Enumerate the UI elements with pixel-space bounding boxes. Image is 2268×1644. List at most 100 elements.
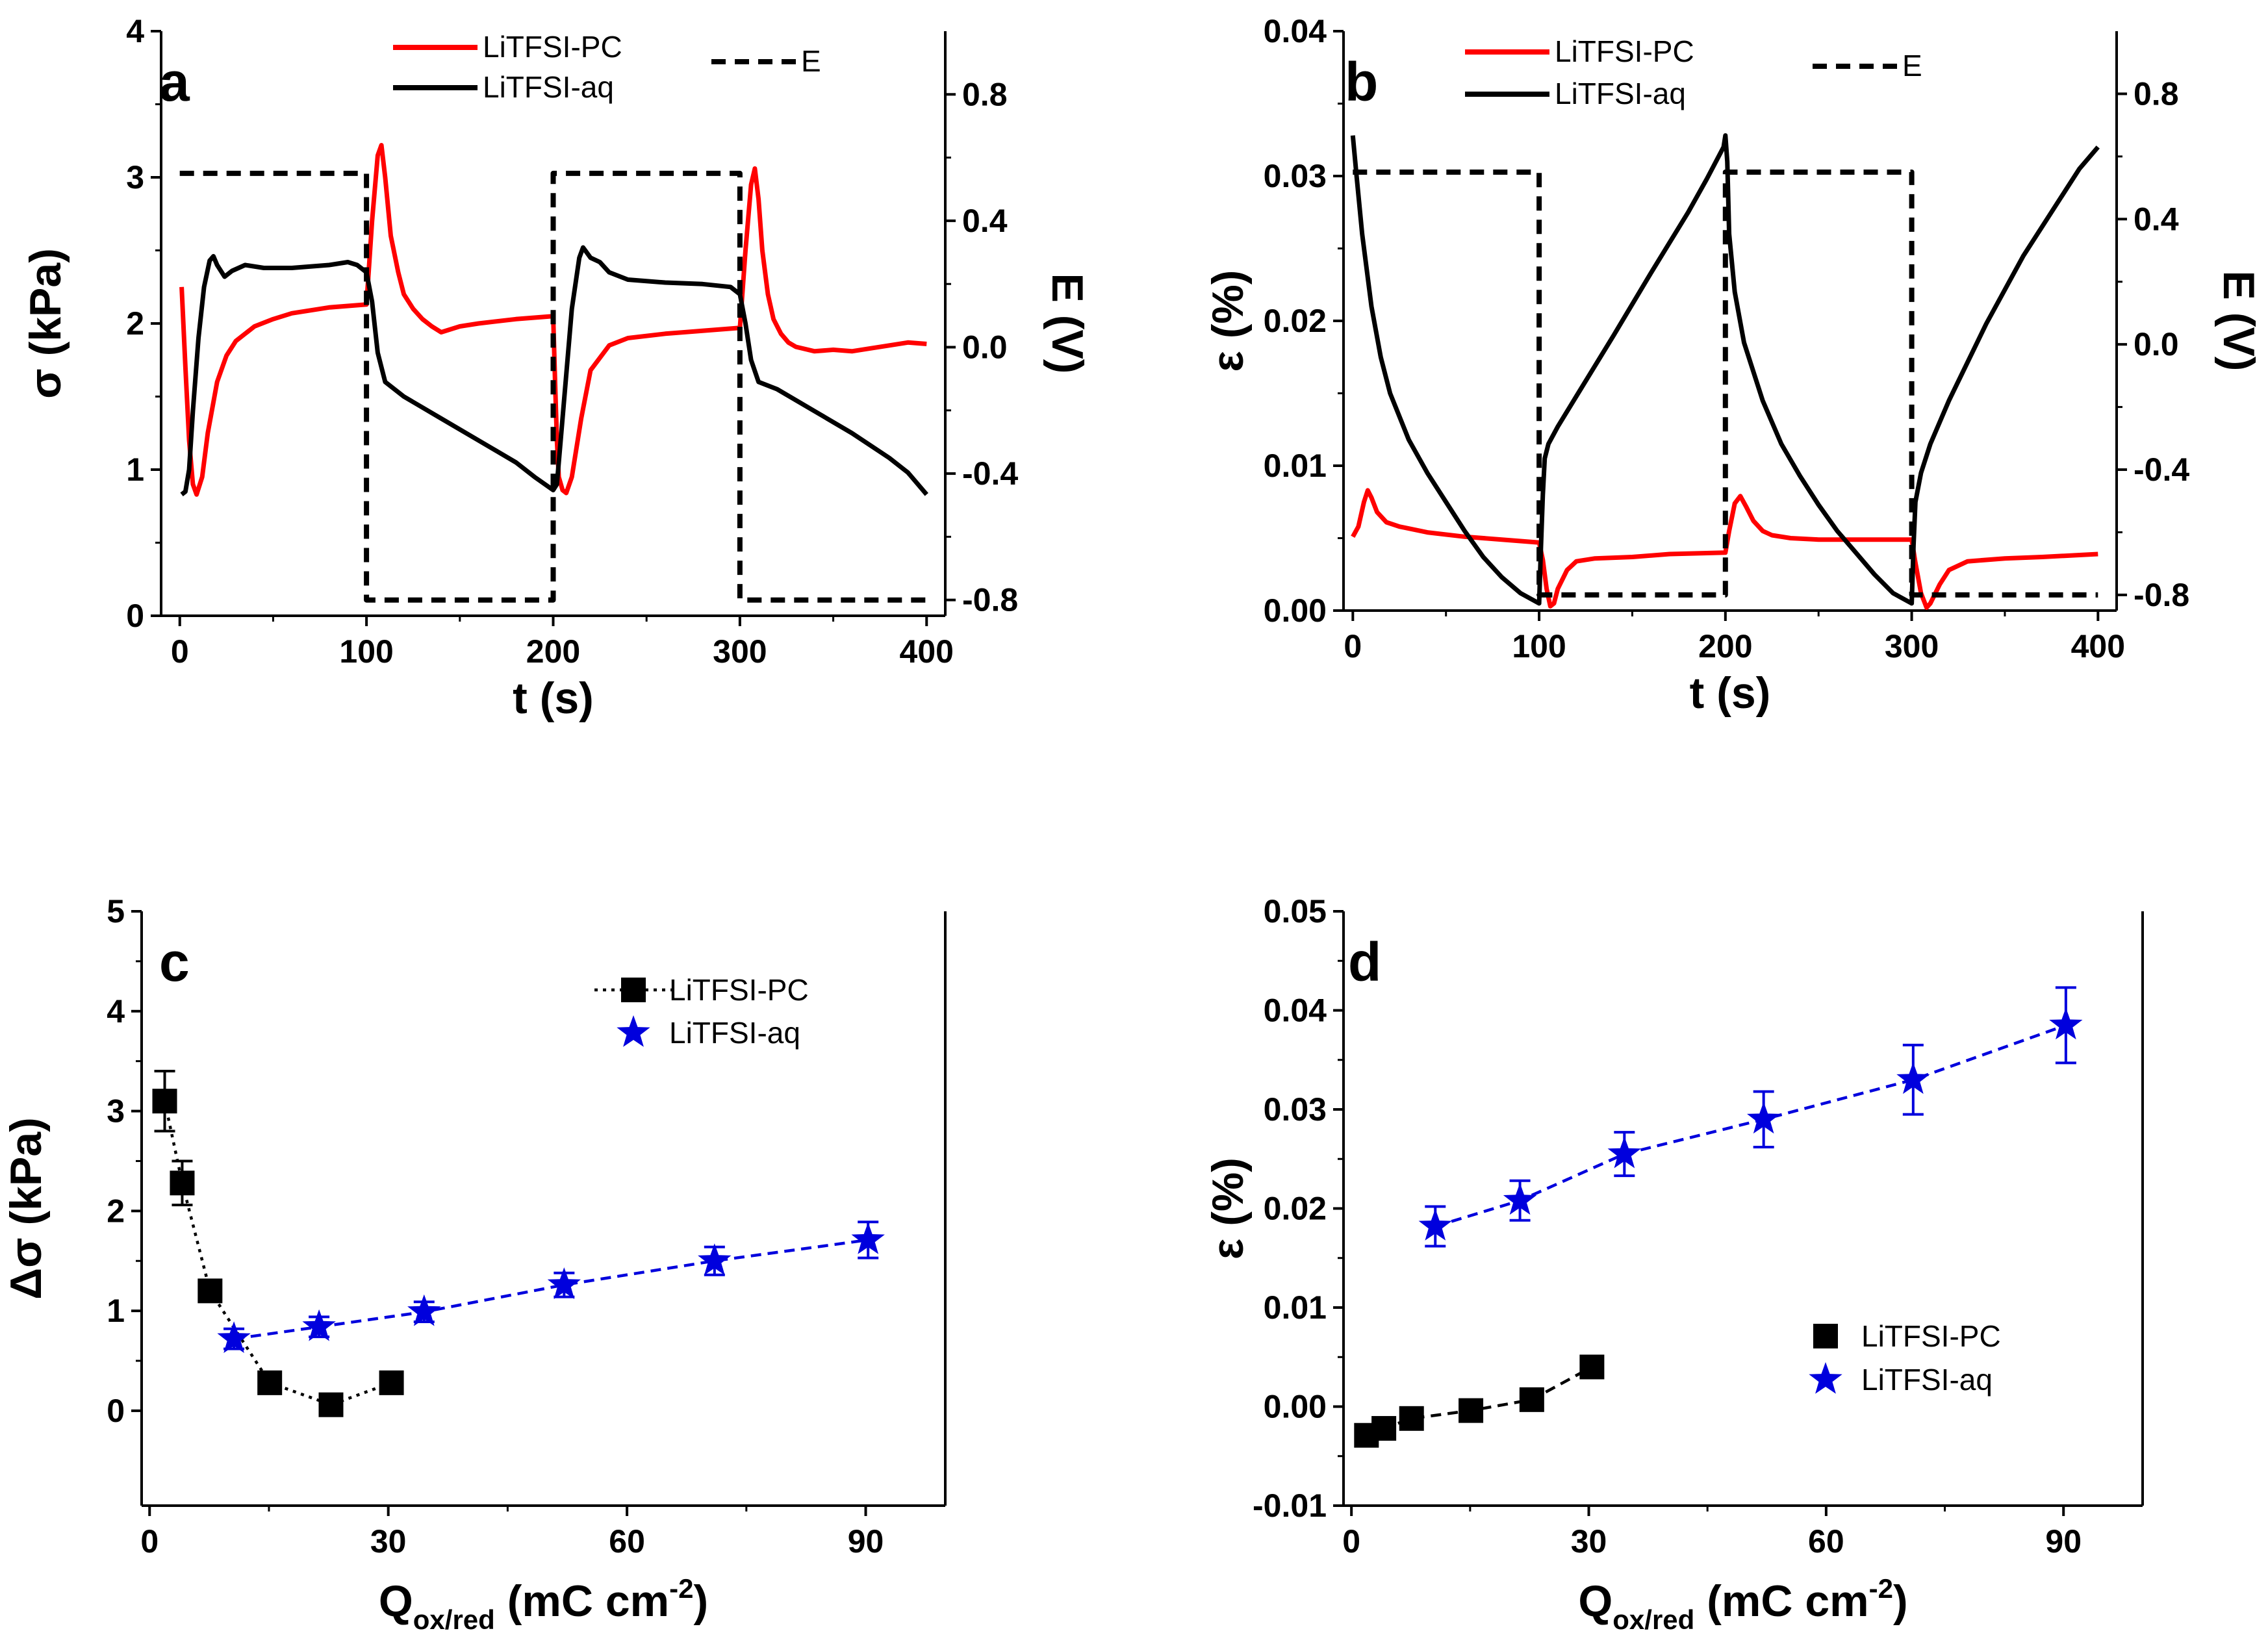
series-line-e — [1353, 170, 2098, 598]
y-tick-label: 0.01 — [1264, 448, 1327, 484]
x-axis-label: t (s) — [513, 674, 594, 723]
series-line-litfsi-aq — [1350, 133, 2100, 606]
x-tick-label: 300 — [713, 633, 767, 670]
x-axis-label-end: ) — [693, 1576, 708, 1626]
y-tick-label: 0.01 — [1264, 1289, 1327, 1326]
x-tick-label: 0 — [140, 1523, 159, 1560]
x-axis-label-sup: -2 — [1869, 1573, 1893, 1604]
x-tick-label: 300 — [1885, 628, 1939, 664]
x-tick-label: 400 — [900, 633, 954, 670]
y-tick-label: 0.02 — [1264, 303, 1327, 339]
data-point-star — [2049, 1007, 2083, 1040]
legend: LiTFSI-PC LiTFSI-aq E — [1465, 34, 1922, 110]
data-point-star — [1896, 1062, 1930, 1094]
data-point-square — [152, 1089, 177, 1114]
x-tick-label: 30 — [370, 1523, 407, 1560]
panel-letter: a — [159, 51, 190, 112]
legend-label-pc: LiTFSI-PC — [1861, 1319, 2001, 1353]
y-tick-label: 3 — [126, 159, 144, 196]
data-point-square — [170, 1170, 195, 1196]
legend: LiTFSI-PC LiTFSI-aq — [1809, 1319, 2001, 1397]
data-point-square — [379, 1370, 404, 1395]
data-point-square — [318, 1392, 344, 1417]
legend-label-aq: LiTFSI-aq — [1555, 77, 1686, 110]
y2-tick-label: -0.8 — [962, 582, 1018, 618]
series-line-litfsi-pc — [179, 143, 927, 497]
y2-tick-label: 0.0 — [2134, 326, 2179, 362]
x-axis-label-main: Q — [379, 1576, 413, 1626]
y-tick-label: 0 — [107, 1393, 125, 1429]
y2-tick-label: 0.8 — [2134, 75, 2179, 112]
data-point-square — [257, 1370, 283, 1395]
series-line-litfsi-aq — [1434, 1024, 2067, 1228]
panel-c: 0 30 60 90 0 1 2 3 4 5 Δσ (kPa) Qox/red (mC cm-2) c L… — [1, 893, 947, 1635]
panel-b: 0 100 200 300 400 0.00 0.01 0.02 0.03 0.04 -0.8 -0.… — [1203, 13, 2263, 718]
y2-tick-label: 0.4 — [962, 203, 1008, 239]
panel-a: 0 100 200 300 400 0 1 2 3 4 -0.8 -0.4 0.0 0.4 0.8 E (V)… — [21, 13, 1092, 723]
x-tick-label: 90 — [848, 1523, 884, 1560]
y-tick-label: 0.04 — [1264, 13, 1327, 49]
y-tick-label: 0.02 — [1264, 1191, 1327, 1227]
data-point-star — [1418, 1209, 1452, 1241]
x-axis-label-sup: -2 — [669, 1573, 693, 1604]
x-axis-label-end: ) — [1893, 1576, 1908, 1626]
legend-label-pc: LiTFSI-PC — [669, 973, 809, 1007]
data-point-star — [698, 1243, 732, 1276]
legend-marker-square — [1813, 1324, 1838, 1348]
y-tick-label: 1 — [107, 1293, 125, 1329]
x-tick-label: 100 — [339, 633, 393, 670]
y-tick-label: 4 — [126, 13, 144, 49]
data-point-square — [1579, 1354, 1605, 1380]
series-line-litfsi-aq — [180, 245, 928, 497]
y-axis-label: σ (kPa) — [21, 248, 70, 399]
data-point-star — [217, 1321, 251, 1353]
legend-label-pc: LiTFSI-PC — [483, 30, 622, 64]
data-point-star — [407, 1294, 441, 1326]
x-axis-label-sub: ox/red — [1612, 1604, 1694, 1635]
y2-axis-label: E (V) — [1043, 273, 1092, 374]
legend: LiTFSI-PC LiTFSI-aq — [594, 973, 809, 1050]
x-tick-label: 200 — [1698, 628, 1752, 664]
data-point-star — [1503, 1183, 1537, 1215]
y-tick-label: 0.00 — [1264, 592, 1327, 629]
data-point-star — [547, 1267, 581, 1299]
legend-label-aq: LiTFSI-aq — [483, 70, 614, 104]
y-tick-label: 1 — [126, 451, 144, 488]
data-point-star — [851, 1222, 885, 1254]
x-axis-label-main: Q — [1578, 1576, 1612, 1626]
x-tick-label: 100 — [1512, 628, 1566, 664]
legend-label-pc: LiTFSI-PC — [1555, 34, 1694, 68]
data-point-square — [197, 1278, 223, 1304]
y2-tick-label: 0.0 — [962, 329, 1008, 365]
legend: LiTFSI-PC LiTFSI-aq E — [393, 30, 821, 104]
data-point-square — [1399, 1406, 1424, 1431]
panel-letter: d — [1348, 931, 1381, 993]
series-line-e — [179, 170, 927, 603]
legend-marker-square — [621, 978, 646, 1002]
legend-marker-star — [617, 1015, 650, 1047]
y-tick-label: 0 — [126, 598, 144, 634]
x-axis-label: Qox/red (mC cm-2) — [379, 1573, 708, 1635]
series-line-litfsi-aq — [233, 1238, 869, 1341]
y-tick-label: 2 — [126, 305, 144, 342]
x-axis-label: t (s) — [1690, 668, 1771, 718]
y-axis-label: ε (%) — [1203, 1157, 1253, 1259]
y-tick-label: 0.04 — [1264, 993, 1327, 1029]
panel-letter: b — [1345, 51, 1378, 112]
y-axis-label: ε (%) — [1203, 270, 1253, 372]
x-axis-label-unit: (mC cm — [495, 1576, 669, 1626]
data-point-square — [1371, 1416, 1397, 1441]
y-tick-label: 4 — [107, 993, 125, 1030]
x-axis-label-unit: (mC cm — [1694, 1576, 1868, 1626]
y-tick-label: 2 — [107, 1193, 125, 1229]
x-tick-label: 60 — [609, 1523, 645, 1560]
legend-marker-star — [1809, 1362, 1842, 1394]
data-point-star — [1607, 1136, 1641, 1169]
x-tick-label: 200 — [526, 633, 580, 670]
y-tick-label: 3 — [107, 1093, 125, 1130]
y-tick-label: 0.05 — [1264, 893, 1327, 929]
y2-axis-label: E (V) — [2214, 271, 2263, 372]
data-point-square — [1459, 1398, 1484, 1423]
legend-label-E: E — [1902, 49, 1922, 82]
